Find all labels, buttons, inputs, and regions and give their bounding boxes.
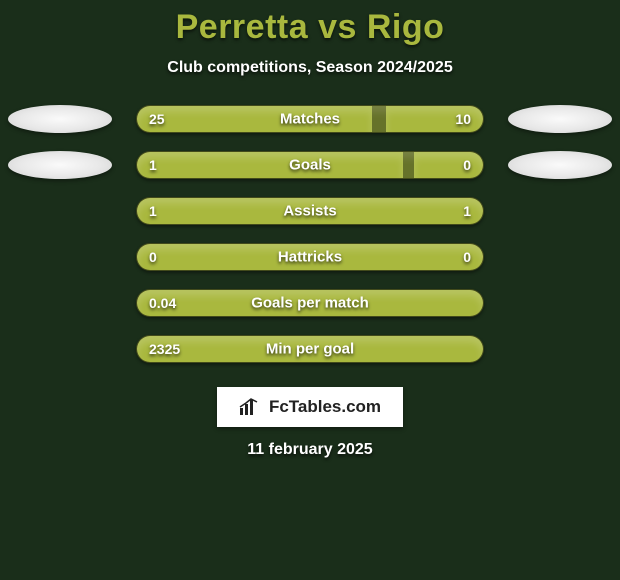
- page-title: Perretta vs Rigo: [176, 8, 445, 47]
- bar-fill: [137, 290, 483, 316]
- bar-fill-right: [414, 152, 483, 178]
- stat-row: Goals10: [0, 151, 620, 179]
- stat-rows: Matches2510 Goals10 Assists11 Hattricks00 Go…: [0, 105, 620, 363]
- stat-bar: Goals per match0.04: [136, 289, 484, 317]
- stat-row: Hattricks00: [0, 243, 620, 271]
- stat-row: Matches2510: [0, 105, 620, 133]
- stat-bar: Goals10: [136, 151, 484, 179]
- bar-fill-right: [386, 106, 483, 132]
- player-oval-right: [508, 151, 612, 179]
- stat-row: Goals per match0.04: [0, 289, 620, 317]
- comparison-card: Perretta vs Rigo Club competitions, Seas…: [0, 0, 620, 459]
- stat-bar: Matches2510: [136, 105, 484, 133]
- stat-row: Min per goal2325: [0, 335, 620, 363]
- bar-fill: [137, 244, 483, 270]
- subtitle: Club competitions, Season 2024/2025: [167, 59, 452, 77]
- fctables-logo-badge: FcTables.com: [217, 387, 403, 427]
- stat-bar: Assists11: [136, 197, 484, 225]
- player-oval-left: [8, 151, 112, 179]
- logo-text: FcTables.com: [269, 397, 381, 417]
- chart-icon: [239, 398, 261, 416]
- bar-fill-left: [137, 152, 403, 178]
- bar-fill: [137, 198, 483, 224]
- player-oval-right: [508, 105, 612, 133]
- stat-bar: Hattricks00: [136, 243, 484, 271]
- player-oval-left: [8, 105, 112, 133]
- bar-fill-left: [137, 106, 372, 132]
- bar-fill: [137, 336, 483, 362]
- stat-bar: Min per goal2325: [136, 335, 484, 363]
- stat-row: Assists11: [0, 197, 620, 225]
- date-label: 11 february 2025: [247, 441, 372, 459]
